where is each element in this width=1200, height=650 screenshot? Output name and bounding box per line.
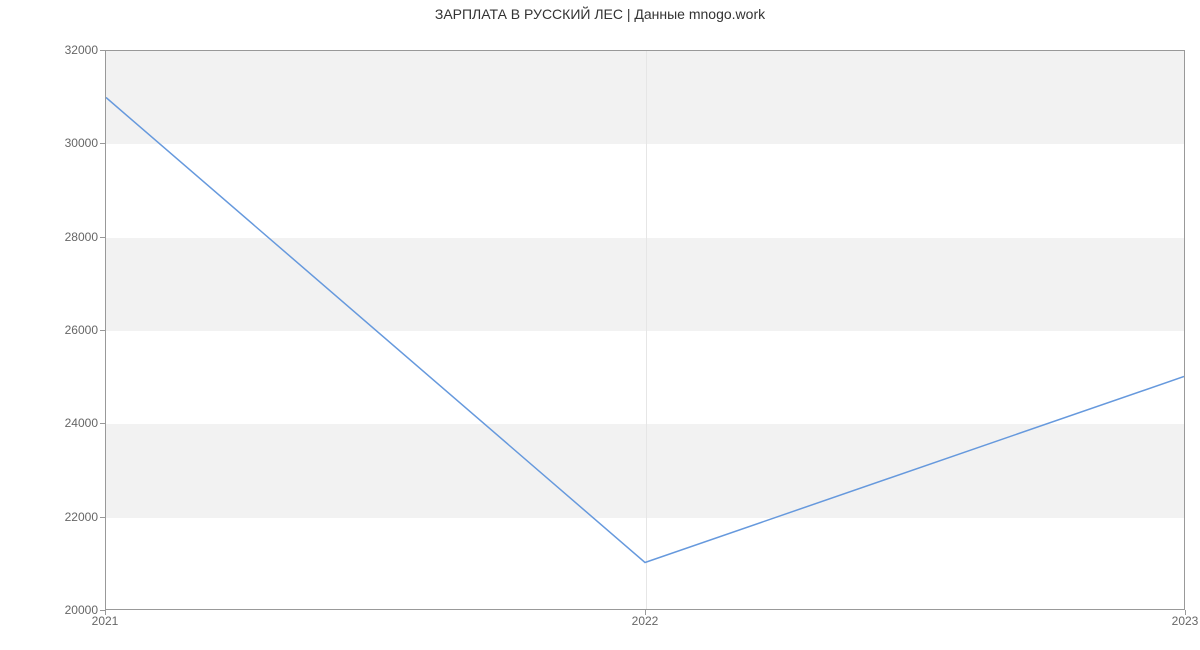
y-tick-mark <box>100 423 105 424</box>
chart-title: ЗАРПЛАТА В РУССКИЙ ЛЕС | Данные mnogo.wo… <box>0 6 1200 22</box>
y-tick-label: 32000 <box>8 43 98 57</box>
y-tick-label: 30000 <box>8 136 98 150</box>
y-tick-mark <box>100 237 105 238</box>
x-tick-mark <box>1185 610 1186 615</box>
x-tick-label: 2023 <box>1172 614 1199 628</box>
y-tick-label: 20000 <box>8 603 98 617</box>
x-tick-label: 2022 <box>632 614 659 628</box>
y-tick-mark <box>100 517 105 518</box>
y-tick-label: 24000 <box>8 416 98 430</box>
x-tick-mark <box>105 610 106 615</box>
salary-line-chart: ЗАРПЛАТА В РУССКИЙ ЛЕС | Данные mnogo.wo… <box>0 0 1200 650</box>
x-tick-label: 2021 <box>92 614 119 628</box>
y-tick-label: 26000 <box>8 323 98 337</box>
y-tick-label: 28000 <box>8 230 98 244</box>
y-tick-label: 22000 <box>8 510 98 524</box>
x-tick-mark <box>645 610 646 615</box>
y-tick-mark <box>100 143 105 144</box>
y-tick-mark <box>100 330 105 331</box>
plot-area <box>105 50 1185 610</box>
y-tick-mark <box>100 50 105 51</box>
line-series <box>106 51 1184 609</box>
